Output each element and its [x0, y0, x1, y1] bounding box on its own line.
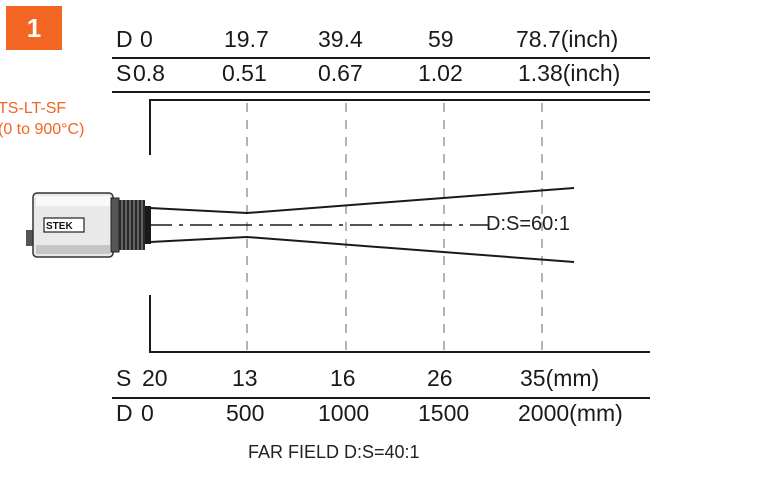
value-cell: 0.67	[318, 60, 363, 86]
row-label: D	[116, 26, 133, 52]
step-number-badge: 1	[6, 6, 62, 50]
value-cell: 1.02	[418, 60, 463, 86]
value-cell: 39.4	[318, 26, 363, 52]
value-cell: 20	[142, 365, 168, 391]
beam-upper-edge	[149, 187, 575, 215]
value-cell: 0.51	[222, 60, 267, 86]
model-label: TS-LT-SF (0 to 900°C)	[0, 98, 84, 140]
value-cell: 13	[232, 365, 258, 391]
row-label: D	[116, 400, 133, 426]
value-cell: 16	[330, 365, 356, 391]
value-cell: 500	[226, 400, 265, 426]
top-table-divider	[112, 57, 650, 59]
value-cell: 78.7(inch)	[516, 26, 619, 52]
value-cell: 59	[428, 26, 454, 52]
sensor-logo: STEK	[46, 221, 73, 232]
value-cell: 1500	[418, 400, 470, 426]
value-cell: 19.7	[224, 26, 269, 52]
optics-ratio-label: D:S=60:1	[486, 213, 570, 235]
value-cell: 0	[140, 26, 153, 52]
beam-lower-edge	[149, 235, 575, 263]
value-cell: 26	[427, 365, 453, 391]
sensor-icon	[26, 192, 151, 258]
model-range: (0 to 900°C)	[0, 121, 85, 138]
value-cell: 1000	[318, 400, 370, 426]
bottom-table-divider	[112, 397, 650, 399]
row-label: S	[116, 365, 132, 391]
bottom-bracket-line	[149, 295, 650, 353]
value-cell: 1.38(inch)	[518, 60, 621, 86]
top-table-bottom-line	[112, 91, 650, 93]
value-cell: 35(mm)	[520, 365, 600, 391]
model-name: TS-LT-SF	[0, 100, 67, 117]
value-cell: 2000(mm)	[518, 400, 623, 426]
row-label: S	[116, 60, 132, 86]
far-field-caption: FAR FIELD D:S=40:1	[248, 442, 420, 462]
top-bracket-line	[149, 99, 650, 155]
value-cell: 0.8	[133, 60, 165, 86]
value-cell: 0	[141, 400, 154, 426]
